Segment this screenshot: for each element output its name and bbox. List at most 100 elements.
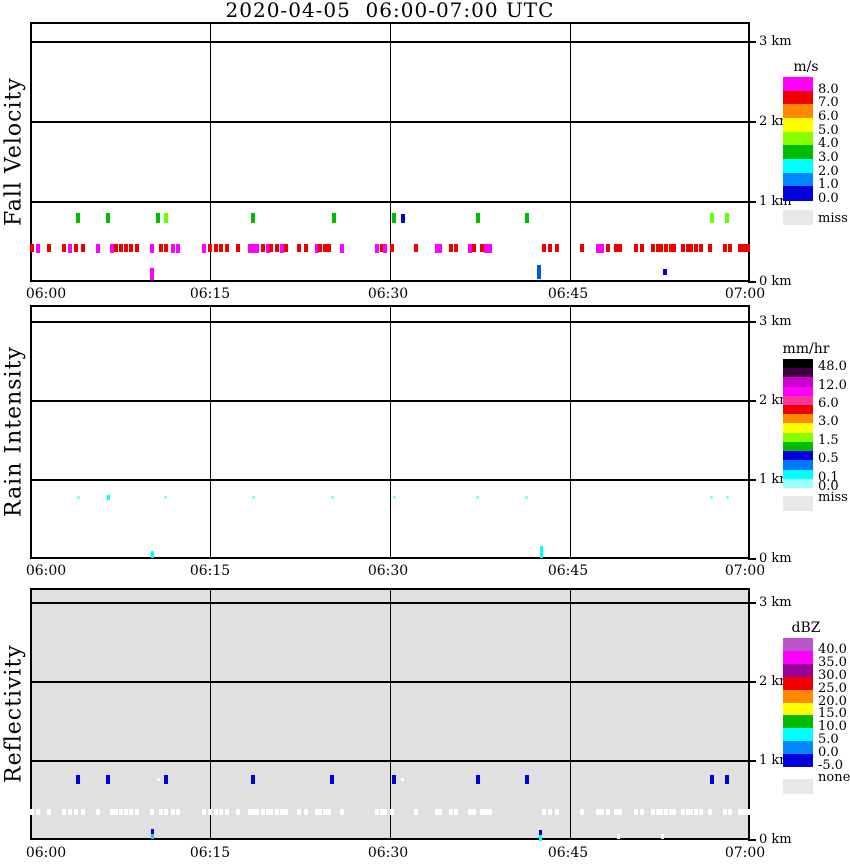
data-mark <box>251 213 256 223</box>
x-tick-label: 06:15 <box>189 845 231 861</box>
x-tick-label: 06:30 <box>367 563 409 579</box>
data-mark <box>150 808 155 815</box>
data-mark <box>119 808 124 815</box>
data-mark <box>613 244 618 253</box>
gridline-vertical <box>390 24 391 280</box>
colorbar-label: 8.0 <box>818 81 839 97</box>
data-mark <box>128 244 133 253</box>
colorbar-segment <box>783 386 813 397</box>
data-mark <box>283 244 288 253</box>
data-mark <box>109 808 114 815</box>
colorbar-footer-box <box>783 210 813 226</box>
y-tick-label: 3 km <box>759 595 792 610</box>
gridline-vertical <box>210 590 211 838</box>
data-mark <box>449 244 454 253</box>
colorbar-label: 0.0 <box>818 191 839 207</box>
data-mark <box>672 808 677 815</box>
colorbar-segment <box>783 689 813 703</box>
x-tick-label: 06:30 <box>367 845 409 861</box>
gridline-vertical <box>210 307 211 557</box>
data-mark <box>595 243 600 253</box>
data-mark <box>150 268 155 280</box>
data-mark <box>580 244 584 253</box>
data-mark <box>30 244 35 253</box>
colorbar-label: 6.0 <box>818 396 839 412</box>
data-mark <box>314 243 319 253</box>
data-mark <box>158 808 163 815</box>
y-tick <box>748 681 756 683</box>
data-mark <box>247 243 252 253</box>
colorbar-label: 1.0 <box>818 177 839 193</box>
y-tick <box>748 479 756 481</box>
y-tick-label: 3 km <box>759 314 792 329</box>
data-mark <box>304 244 308 253</box>
data-mark <box>390 808 395 815</box>
data-mark <box>662 268 667 275</box>
colorbar-segment <box>783 441 813 452</box>
data-mark <box>254 243 259 253</box>
colorbar-segment <box>783 754 813 768</box>
data-mark <box>61 244 66 253</box>
data-mark <box>664 808 668 815</box>
data-mark <box>538 829 542 835</box>
data-mark <box>265 808 270 815</box>
data-mark <box>275 244 280 253</box>
data-mark <box>158 244 163 253</box>
data-mark <box>484 243 488 253</box>
gridline-vertical <box>570 24 571 280</box>
data-mark <box>580 808 584 815</box>
data-mark <box>391 775 396 785</box>
y-tick <box>748 201 756 203</box>
data-mark <box>156 778 160 782</box>
x-tick-label: 07:00 <box>724 286 766 302</box>
data-mark <box>618 808 623 815</box>
data-mark <box>106 775 110 785</box>
data-mark <box>738 244 743 253</box>
data-mark <box>119 244 124 253</box>
colorbar-label: 4.0 <box>818 136 839 152</box>
y-tick <box>748 281 756 283</box>
data-mark <box>260 244 265 253</box>
data-mark <box>685 244 690 253</box>
data-mark <box>738 808 743 815</box>
data-mark <box>114 808 119 815</box>
data-mark <box>214 244 218 253</box>
data-mark <box>438 243 443 253</box>
data-mark <box>650 244 655 253</box>
data-mark <box>680 244 685 253</box>
data-mark <box>541 244 546 253</box>
x-tick-label: 06:15 <box>189 286 231 302</box>
y-tick-label: 0 km <box>759 274 792 289</box>
panel-ylabel-rain-intensity: Rain Intensity <box>1 346 27 518</box>
data-mark <box>323 244 328 253</box>
data-mark <box>709 213 714 223</box>
data-mark <box>634 244 638 253</box>
data-mark <box>30 808 35 815</box>
data-mark <box>254 808 259 815</box>
colorbar-label: 25.0 <box>818 680 847 696</box>
colorbar-label: 15.0 <box>818 706 847 722</box>
data-mark <box>438 808 443 815</box>
colorbar-title: mm/hr <box>782 341 830 357</box>
colorbar-segment <box>783 676 813 691</box>
y-tick <box>748 760 756 762</box>
data-mark <box>73 808 78 815</box>
colorbar-segment <box>783 131 813 146</box>
data-mark <box>76 213 80 223</box>
data-mark <box>330 495 334 499</box>
data-mark <box>163 213 168 223</box>
data-mark <box>468 243 473 253</box>
colorbar-segment <box>783 715 813 729</box>
colorbar-footer-box <box>783 779 813 794</box>
data-mark <box>524 775 529 785</box>
colorbar-segment <box>783 172 813 187</box>
colorbar-label: 7.0 <box>818 95 839 111</box>
data-mark <box>96 808 101 815</box>
colorbar-label: 0.0 <box>818 478 839 494</box>
colorbar-label: 5.0 <box>818 122 839 138</box>
colorbar-segment <box>783 359 813 369</box>
data-mark <box>722 244 727 253</box>
colorbar-segment <box>783 395 813 406</box>
data-mark <box>606 244 611 253</box>
gridline-vertical <box>390 307 391 557</box>
